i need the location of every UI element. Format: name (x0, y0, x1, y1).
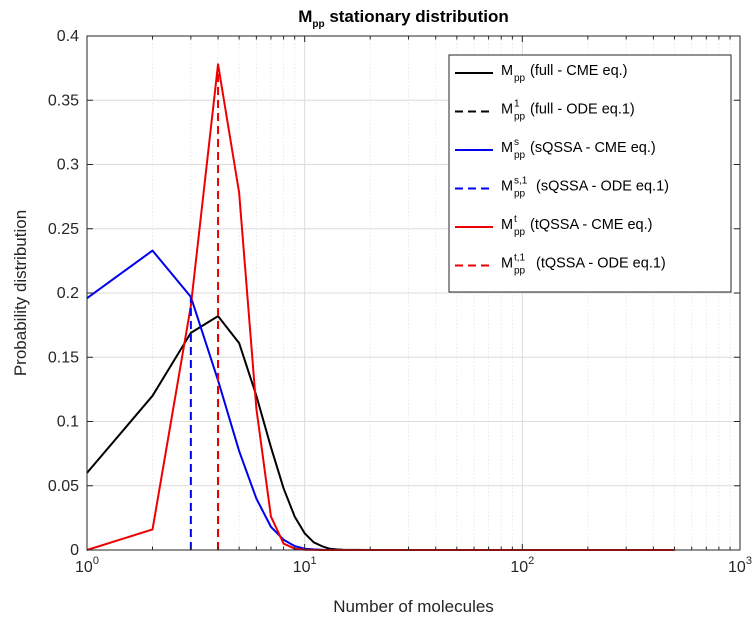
chart-title-sub: pp (312, 19, 324, 30)
y-tick-label: 0.2 (57, 285, 79, 302)
x-tick-label: 100 (75, 555, 99, 576)
series-line-0 (86, 315, 675, 551)
y-tick-label: 0.1 (57, 414, 79, 431)
legend-label-3: Ms,1 pp (sQSSA - ODE eq.1) (501, 176, 669, 200)
x-axis-label: Number of molecules (333, 597, 494, 616)
x-tick-label: 103 (728, 555, 752, 576)
chart-title-main: M (298, 7, 312, 26)
legend-label-4: Mt pp (tQSSA - CME eq.) (501, 214, 652, 238)
chart-title-rest: stationary distribution (325, 7, 509, 26)
y-tick-label: 0.05 (48, 478, 79, 495)
legend-label-0: M​pp(full - CME eq.) (501, 63, 628, 84)
y-tick-label: 0.15 (48, 349, 79, 366)
y-tick-label: 0.3 (57, 157, 79, 174)
y-tick-label: 0 (70, 542, 79, 559)
y-tick-label: 0.25 (48, 221, 79, 238)
y-tick-label: 0.4 (57, 28, 79, 45)
legend-label-1: M1 pp (full - ODE eq.1) (501, 99, 635, 123)
x-tick-label: 102 (510, 555, 534, 576)
legend-label-5: Mt,1 pp (tQSSA - ODE eq.1) (501, 253, 666, 277)
y-axis-label: Probability distribution (11, 210, 30, 376)
x-tick-label: 101 (293, 555, 317, 576)
y-tick-label: 0.35 (48, 92, 79, 109)
legend-label-2: Ms pp (sQSSA - CME eq.) (501, 137, 656, 161)
axis-ticks: 0 0.05 0.1 0.15 0.2 0.25 0.3 0.35 0.4 100 101 102 10… (48, 28, 752, 576)
chart-title: Mpp stationary distribution (298, 7, 509, 30)
legend-box (448, 54, 732, 293)
